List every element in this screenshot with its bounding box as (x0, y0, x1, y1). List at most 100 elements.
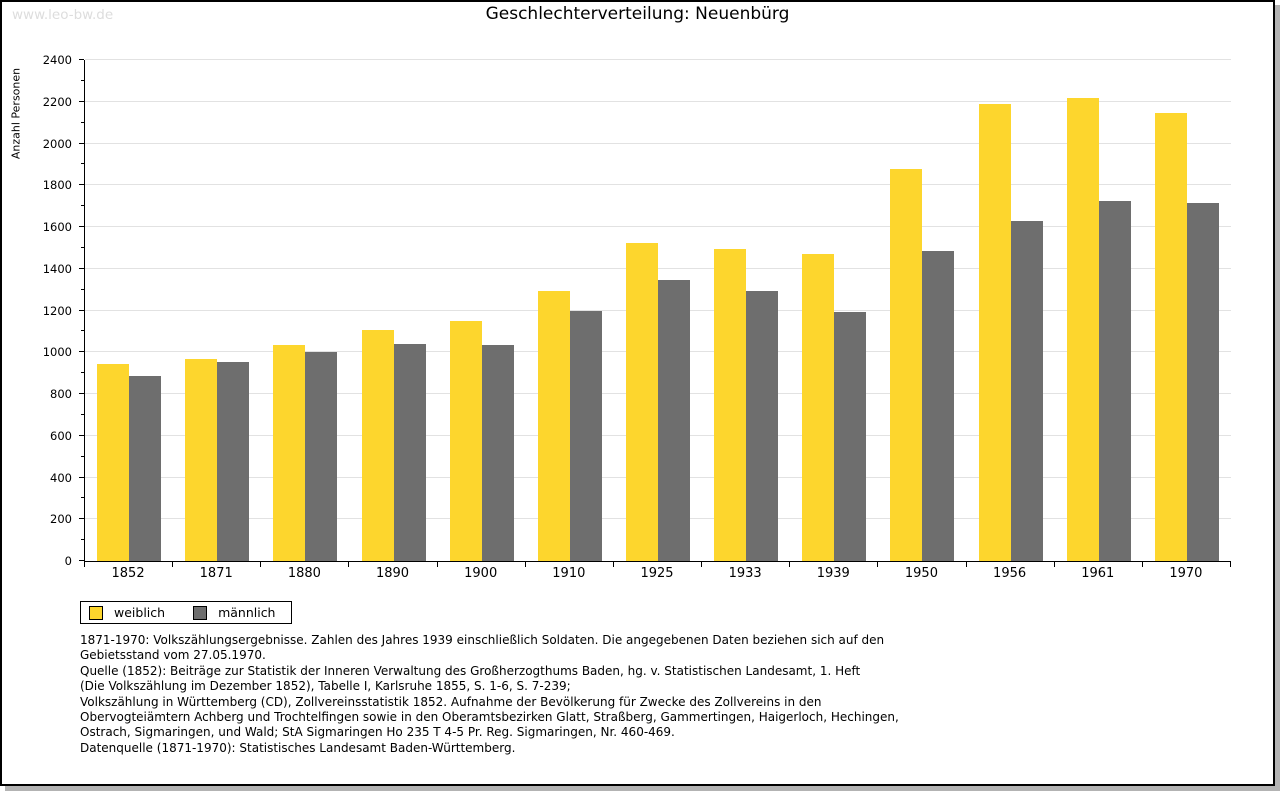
footnote-line: Quelle (1852): Beiträge zur Statistik de… (80, 663, 861, 678)
x-boundary-tick (966, 562, 967, 567)
x-boundary-tick (348, 562, 349, 567)
x-boundary-tick (789, 562, 790, 567)
legend-item-weiblich: weiblich (89, 605, 165, 620)
x-axis-tick-labels: 1852 1871 1880 1890 1900 1910 1925 1933 1939 1950… (84, 566, 1230, 584)
bar-männlich-1890 (393, 343, 426, 561)
bar-männlich-1880 (305, 352, 338, 561)
y-tick-1800 (79, 184, 84, 186)
plot-area (84, 59, 1231, 562)
y-tick-label-1000: 1000 (42, 345, 72, 360)
y-tick-2000 (79, 142, 84, 144)
y-tick-label-1200: 1200 (42, 303, 72, 318)
x-tick-label-1910: 1910 (552, 566, 586, 581)
bar-männlich-1933 (746, 290, 779, 561)
bar-männlich-1950 (922, 251, 955, 561)
y-tick-500 (81, 455, 84, 457)
bar-weiblich-1925 (626, 242, 658, 561)
legend-swatch-weiblich (89, 605, 103, 620)
bar-männlich-1956 (1010, 220, 1043, 561)
y-tick-2200 (79, 100, 84, 102)
bar-weiblich-1900 (449, 320, 482, 561)
y-axis-title: Anzahl Personen (9, 67, 23, 160)
x-boundary-tick (260, 562, 261, 567)
bar-männlich-1910 (569, 310, 602, 561)
bar-weiblich-1871 (185, 358, 218, 561)
bar-weiblich-1852 (97, 363, 130, 561)
bar-männlich-1961 (1098, 200, 1131, 561)
bar-weiblich-1880 (273, 344, 306, 561)
y-tick-700 (81, 413, 84, 415)
bar-männlich-1852 (129, 376, 162, 561)
y-tick-1900 (81, 163, 84, 165)
footnote-line: Obervogteiämtern Achberg und Trochtelfin… (80, 710, 899, 725)
y-tick-label-1600: 1600 (42, 220, 72, 234)
footnote-line: Ostrach, Sigmaringen, und Wald; StA Sigm… (80, 725, 675, 740)
y-axis-tick-labels: 0 200 400 600 800 1000 1200 1400 1600 1800 2000 220… (28, 54, 72, 567)
y-tick-label-1400: 1400 (42, 261, 72, 276)
x-boundary-tick (1142, 562, 1143, 567)
y-tick-0 (79, 560, 84, 561)
x-tick-label-1900: 1900 (464, 566, 498, 581)
y-tick-label-0: 0 (64, 554, 72, 568)
bar-männlich-1970 (1186, 203, 1219, 561)
x-boundary-tick (877, 562, 878, 567)
y-tick-1500 (81, 246, 84, 248)
footnote-line: Volkszählung in Württemberg (CD), Zollve… (80, 694, 822, 709)
y-tick-label-400: 400 (50, 470, 72, 485)
gridline-2000 (85, 142, 1231, 144)
bar-weiblich-1970 (1154, 113, 1187, 561)
x-tick-label-1852: 1852 (111, 566, 145, 581)
y-axis-ticks (76, 59, 84, 561)
x-tick-label-1961: 1961 (1081, 566, 1115, 581)
x-boundary-tick (437, 562, 438, 567)
footnote-block: 1871-1970: Volkszählungsergebnisse. Zahl… (80, 633, 899, 741)
y-tick-100 (81, 539, 84, 541)
x-boundary-tick (172, 562, 173, 567)
y-tick-1600 (79, 226, 84, 227)
x-boundary-tick (1230, 562, 1231, 567)
bar-männlich-1939 (834, 311, 867, 561)
bar-männlich-1925 (658, 280, 690, 561)
footnote-line: 1871-1970: Volkszählungsergebnisse. Zahl… (80, 633, 885, 647)
gridline-1400 (85, 267, 1231, 269)
y-tick-label-2000: 2000 (42, 136, 72, 151)
bar-weiblich-1910 (537, 290, 570, 561)
x-boundary-tick (84, 562, 85, 567)
footnote-line: Gebietsstand vom 27.05.1970. (80, 648, 266, 663)
bar-weiblich-1933 (714, 248, 747, 561)
gridline-1600 (85, 226, 1231, 227)
y-tick-1100 (81, 330, 84, 332)
y-tick-label-800: 800 (50, 387, 72, 401)
bar-männlich-1871 (217, 361, 250, 561)
y-tick-label-2400: 2400 (42, 53, 72, 67)
legend-item-männlich: männlich (193, 605, 275, 620)
x-boundary-tick (701, 562, 702, 567)
x-boundary-tick (613, 562, 614, 567)
bar-weiblich-1956 (978, 103, 1011, 561)
y-tick-600 (79, 434, 84, 436)
y-tick-1000 (79, 351, 84, 353)
y-tick-800 (79, 393, 84, 394)
y-tick-label-600: 600 (50, 428, 72, 443)
bar-weiblich-1961 (1066, 97, 1099, 561)
x-tick-label-1956: 1956 (993, 566, 1027, 581)
watermark: www.leo-bw.de (12, 7, 114, 23)
legend-label-männlich: männlich (218, 605, 276, 620)
bar-weiblich-1890 (361, 330, 394, 561)
y-tick-1700 (81, 205, 84, 207)
legend-label-weiblich: weiblich (114, 605, 166, 620)
legend: weiblich männlich (80, 601, 293, 624)
chart-title: Geschlechterverteilung: Neuenbürg (485, 4, 790, 24)
x-tick-label-1890: 1890 (375, 566, 410, 581)
gridline-2200 (85, 100, 1231, 102)
y-tick-300 (81, 497, 84, 499)
x-tick-label-1880: 1880 (287, 566, 321, 581)
x-tick-label-1939: 1939 (816, 566, 850, 581)
y-tick-label-1800: 1800 (42, 178, 72, 193)
footnote-line: (Die Volkszählung im Dezember 1852), Tab… (80, 679, 571, 694)
x-tick-label-1950: 1950 (904, 566, 938, 581)
gridline-1800 (85, 184, 1231, 186)
y-tick-1200 (79, 309, 84, 311)
y-tick-1300 (81, 288, 84, 290)
x-tick-label-1970: 1970 (1169, 566, 1203, 581)
